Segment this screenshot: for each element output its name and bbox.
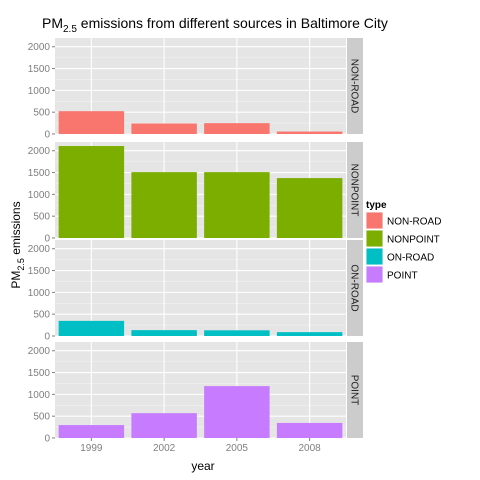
y-tick-label: 1500 bbox=[28, 64, 51, 75]
facet-panels: 0 500 1000 1500 2000 NON-ROAD 0 500 1000 1500 2000… bbox=[28, 38, 363, 445]
bar-non-road-2005 bbox=[204, 123, 270, 134]
bar-nonpoint-1999 bbox=[58, 146, 125, 238]
panel-non-road: 0 500 1000 1500 2000 NON-ROAD bbox=[28, 38, 363, 141]
legend-item-on-road: ON-ROAD bbox=[366, 248, 434, 265]
bar-non-road-1999 bbox=[58, 111, 125, 134]
bar-nonpoint-2005 bbox=[204, 172, 270, 238]
x-tick-label: 2008 bbox=[299, 443, 322, 454]
panel-point: 0 500 1000 1500 2000 POINT bbox=[28, 342, 363, 445]
y-tick-label: 1000 bbox=[28, 190, 51, 201]
facet-strip bbox=[347, 38, 363, 134]
x-tick-label: 1999 bbox=[80, 443, 103, 454]
legend-label: NONPOINT bbox=[387, 235, 440, 246]
legend-label: NON-ROAD bbox=[387, 217, 441, 228]
bar-non-road-2002 bbox=[131, 123, 197, 134]
panel-background bbox=[55, 240, 346, 336]
x-axis: 1999 2002 2005 2008 bbox=[80, 438, 321, 454]
y-tick-label: 1000 bbox=[28, 390, 51, 401]
chart-title: PM2.5 emissions from different sources i… bbox=[42, 15, 388, 35]
y-tick-label: 0 bbox=[44, 332, 50, 343]
facet-strip bbox=[347, 342, 363, 438]
legend-item-non-road: NON-ROAD bbox=[366, 212, 441, 229]
legend-swatch bbox=[366, 266, 383, 283]
facet-strip-label: ON-ROAD bbox=[349, 264, 360, 311]
panel-background bbox=[55, 342, 346, 438]
bar-on-road-2002 bbox=[131, 330, 197, 336]
x-axis-label: year bbox=[191, 459, 214, 473]
bars-point bbox=[58, 386, 343, 438]
facet-strip-label: POINT bbox=[349, 375, 360, 406]
y-tick-label: 1500 bbox=[28, 266, 51, 277]
facet-strip bbox=[347, 142, 363, 238]
bar-point-2002 bbox=[131, 413, 197, 438]
legend-swatch bbox=[366, 230, 383, 247]
panel-nonpoint: 0 500 1000 1500 2000 NONPOINT bbox=[28, 142, 363, 245]
facet-strip-label: NON-ROAD bbox=[349, 59, 360, 113]
bar-point-2005 bbox=[204, 386, 270, 438]
major-gridlines bbox=[55, 342, 346, 439]
y-tick-label: 500 bbox=[33, 212, 50, 223]
legend-swatch bbox=[366, 212, 383, 229]
bar-on-road-1999 bbox=[58, 320, 125, 336]
bar-on-road-2008 bbox=[276, 332, 343, 336]
y-tick-label: 2000 bbox=[28, 42, 51, 53]
bars-non-road bbox=[58, 111, 343, 134]
legend-item-point: POINT bbox=[366, 266, 418, 283]
bars-on-road bbox=[58, 320, 343, 336]
y-tick-label: 2000 bbox=[28, 146, 51, 157]
bar-on-road-2005 bbox=[204, 330, 270, 336]
y-tick-label: 1000 bbox=[28, 86, 51, 97]
y-tick-label: 1500 bbox=[28, 368, 51, 379]
y-axis-label: PM2.5 emissions bbox=[9, 201, 26, 288]
y-tick-label: 500 bbox=[33, 412, 50, 423]
y-ticks: 0 500 1000 1500 2000 bbox=[28, 346, 55, 445]
facet-strip-label: NONPOINT bbox=[349, 164, 360, 217]
bar-point-1999 bbox=[58, 425, 125, 438]
bar-nonpoint-2008 bbox=[276, 178, 343, 238]
legend-item-nonpoint: NONPOINT bbox=[366, 230, 440, 247]
y-tick-label: 500 bbox=[33, 310, 50, 321]
panel-on-road: 0 500 1000 1500 2000 ON-ROAD bbox=[28, 240, 363, 343]
y-tick-label: 1000 bbox=[28, 288, 51, 299]
bars-nonpoint bbox=[58, 146, 343, 238]
bar-nonpoint-2002 bbox=[131, 172, 197, 238]
y-tick-label: 1500 bbox=[28, 168, 51, 179]
x-tick-label: 2005 bbox=[226, 443, 249, 454]
y-tick-label: 0 bbox=[44, 130, 50, 141]
legend-label: POINT bbox=[387, 271, 418, 282]
y-ticks: 0 500 1000 1500 2000 bbox=[28, 146, 55, 245]
legend-swatch bbox=[366, 248, 383, 265]
legend-label: ON-ROAD bbox=[387, 253, 434, 264]
y-ticks: 0 500 1000 1500 2000 bbox=[28, 42, 55, 141]
y-tick-label: 0 bbox=[44, 234, 50, 245]
y-tick-label: 0 bbox=[44, 434, 50, 445]
x-tick-label: 2002 bbox=[153, 443, 176, 454]
y-tick-label: 2000 bbox=[28, 244, 51, 255]
y-tick-label: 500 bbox=[33, 108, 50, 119]
bar-point-2008 bbox=[276, 422, 343, 438]
major-gridlines bbox=[55, 240, 346, 337]
legend: type NON-ROAD NONPOINT ON-ROAD POINT bbox=[366, 200, 441, 283]
legend-title: type bbox=[366, 200, 387, 211]
y-ticks: 0 500 1000 1500 2000 bbox=[28, 244, 55, 343]
bar-non-road-2008 bbox=[276, 131, 343, 134]
y-tick-label: 2000 bbox=[28, 346, 51, 357]
facet-strip bbox=[347, 240, 363, 336]
